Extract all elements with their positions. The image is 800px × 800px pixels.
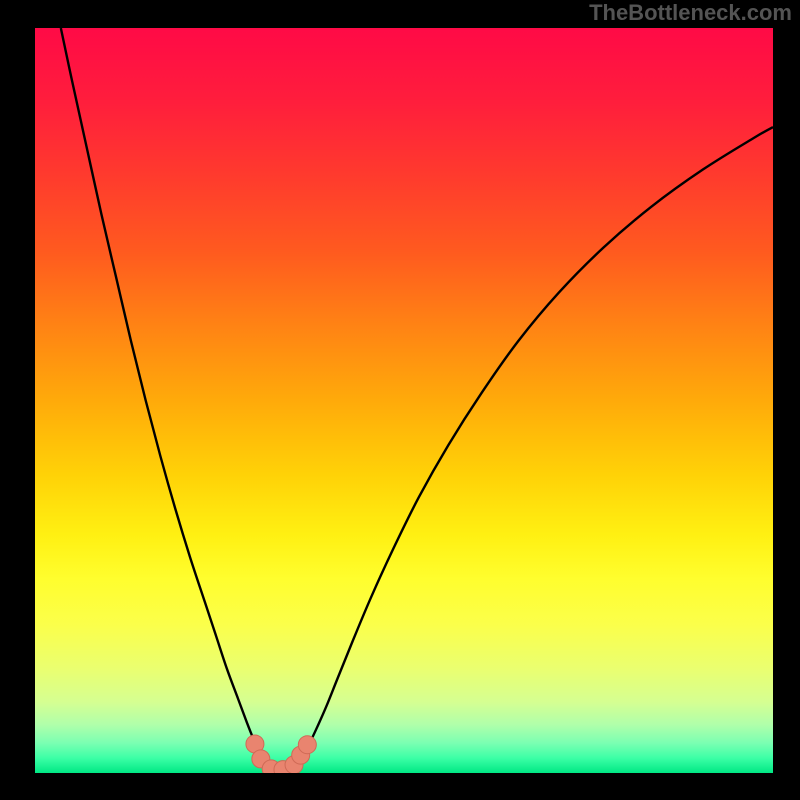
watermark-label: TheBottleneck.com [589, 0, 792, 26]
plot-area [35, 28, 773, 773]
bottleneck-chart [35, 28, 773, 773]
chart-frame: TheBottleneck.com [0, 0, 800, 800]
curve-marker [298, 736, 316, 754]
